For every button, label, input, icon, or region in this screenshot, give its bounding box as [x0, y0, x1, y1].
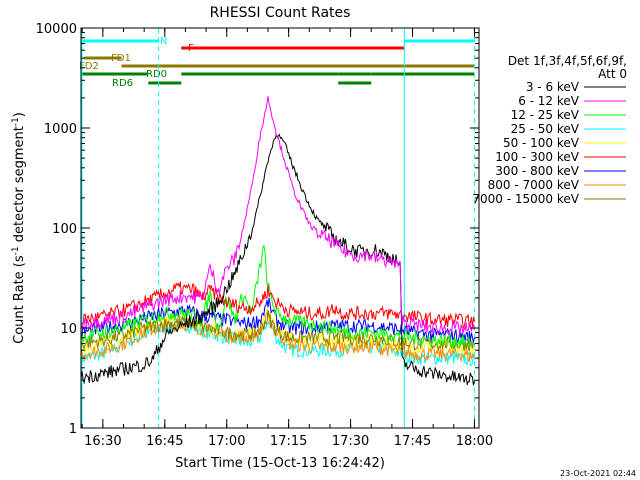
series-line-3-6-kev — [80, 133, 475, 386]
flag-n-label: N — [160, 36, 167, 47]
x-tick-label: 18:00 — [456, 434, 493, 449]
x-tick-label: 17:15 — [270, 434, 307, 449]
y-axis-ticks: 1 10 100 1000 10000 — [36, 22, 479, 437]
legend-entry-label: 100 - 300 keV — [495, 150, 579, 164]
legend-header-line-2: Att 0 — [598, 67, 627, 81]
series-line-25-50-kev — [80, 317, 475, 367]
flag-bars: N F FD1 FD2 RD0 RD6 — [79, 36, 475, 89]
series-line-6-12-kev — [80, 96, 475, 336]
flag-f-label: F — [188, 43, 194, 54]
y-tick-label: 1000 — [44, 122, 77, 137]
x-tick-label: 17:45 — [394, 434, 431, 449]
flag-rd6-label: RD6 — [112, 78, 133, 89]
legend-entry-label: 7000 - 15000 keV — [472, 192, 579, 206]
legend: Det 1f,3f,4f,5f,6f,9f, Att 0 3 - 6 keV6 … — [472, 54, 627, 206]
flag-fd2-label: FD2 — [79, 61, 99, 72]
y-axis-label: Count Rate (s-1 detector segment-1) — [11, 112, 27, 344]
x-tick-label: 16:30 — [84, 434, 121, 449]
chart-title: RHESSI Count Rates — [210, 5, 351, 21]
x-axis-label: Start Time (15-Oct-13 16:24:42) — [175, 456, 385, 471]
legend-entry-label: 25 - 50 keV — [511, 122, 580, 136]
legend-entry-label: 3 - 6 keV — [526, 80, 580, 94]
x-tick-label: 16:45 — [146, 434, 183, 449]
legend-entry-label: 50 - 100 keV — [503, 136, 580, 150]
y-tick-label: 10 — [60, 322, 77, 337]
legend-entry-label: 300 - 800 keV — [495, 164, 579, 178]
x-tick-label: 17:00 — [208, 434, 245, 449]
legend-header-line-1: Det 1f,3f,4f,5f,6f,9f, — [508, 54, 627, 68]
legend-entry-label: 800 - 7000 keV — [488, 178, 580, 192]
flag-rd0-label: RD0 — [146, 69, 167, 80]
footer-date: 23-Oct-2021 02:44 — [560, 469, 636, 478]
legend-entry-label: 12 - 25 keV — [511, 108, 580, 122]
series-line-12-25-kev — [80, 244, 475, 348]
y-tick-label: 1 — [69, 422, 77, 437]
series-line-100-300-kev — [80, 281, 475, 329]
legend-entry-label: 6 - 12 keV — [518, 94, 580, 108]
series-line-7000-15000-kev — [80, 310, 475, 352]
x-tick-label: 17:30 — [332, 434, 369, 449]
y-tick-label: 10000 — [36, 22, 77, 37]
x-axis-ticks: 16:30 16:45 17:00 17:15 17:30 17:45 18:00 — [81, 28, 493, 449]
y-tick-label: 100 — [52, 222, 77, 237]
flag-fd1-label: FD1 — [111, 53, 131, 64]
series-lines — [80, 96, 475, 386]
